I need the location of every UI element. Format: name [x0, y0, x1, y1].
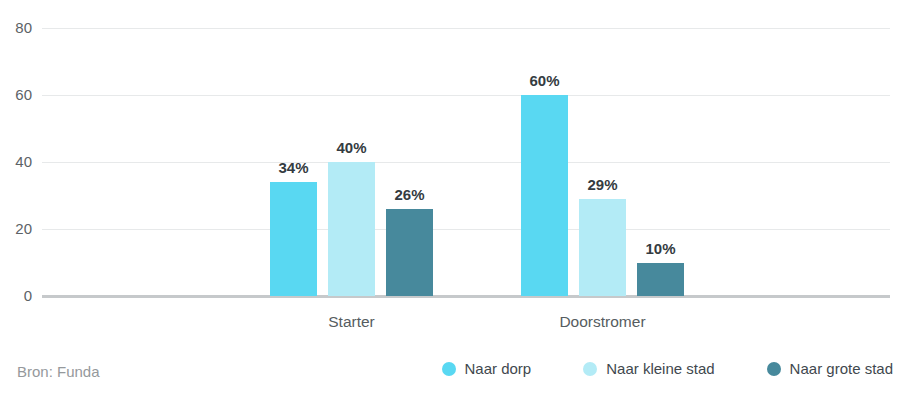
- bar-value-label: 26%: [378, 186, 441, 204]
- category-label: Starter: [272, 312, 432, 331]
- source-caption: Bron: Funda: [17, 363, 100, 380]
- legend-swatch-icon: [767, 362, 781, 376]
- x-axis-baseline: [42, 295, 890, 298]
- category-label: Doorstromer: [523, 312, 683, 331]
- legend-item-label: Naar grote stad: [790, 360, 893, 377]
- gridline: [42, 95, 890, 96]
- y-tick-label: 80: [0, 19, 32, 37]
- bar-value-label: 34%: [262, 159, 325, 177]
- bar: [386, 209, 433, 296]
- plot-area: 0 20 40 60 80 34% 40% 26% 60% 29% 10% Starter Door…: [0, 0, 901, 340]
- y-tick-label: 60: [0, 86, 32, 104]
- bar-value-label: 10%: [629, 240, 692, 258]
- legend-item-label: Naar kleine stad: [606, 360, 714, 377]
- bar-value-label: 40%: [320, 139, 383, 157]
- y-tick-label: 20: [0, 220, 32, 238]
- legend-item-label: Naar dorp: [465, 360, 532, 377]
- bar: [328, 162, 375, 296]
- legend-swatch-icon: [583, 362, 597, 376]
- bar: [637, 263, 684, 297]
- bar-value-label: 29%: [571, 176, 634, 194]
- y-tick-label: 0: [0, 287, 32, 305]
- legend-item: Naar kleine stad: [583, 360, 714, 377]
- bar-chart-figure: 0 20 40 60 80 34% 40% 26% 60% 29% 10% Starter Door…: [0, 0, 901, 402]
- y-tick-label: 40: [0, 153, 32, 171]
- chart-footer: Bron: Funda Naar dorpNaar kleine stadNaa…: [0, 360, 901, 386]
- bar: [579, 199, 626, 296]
- gridline: [42, 28, 890, 29]
- legend-item: Naar grote stad: [767, 360, 893, 377]
- gridline: [42, 229, 890, 230]
- legend-item: Naar dorp: [442, 360, 532, 377]
- bar-value-label: 60%: [513, 72, 576, 90]
- gridline: [42, 162, 890, 163]
- legend-swatch-icon: [442, 362, 456, 376]
- bar: [521, 95, 568, 296]
- legend: Naar dorp Naar kleine stad Naar grote stad: [442, 360, 894, 377]
- bar: [270, 182, 317, 296]
